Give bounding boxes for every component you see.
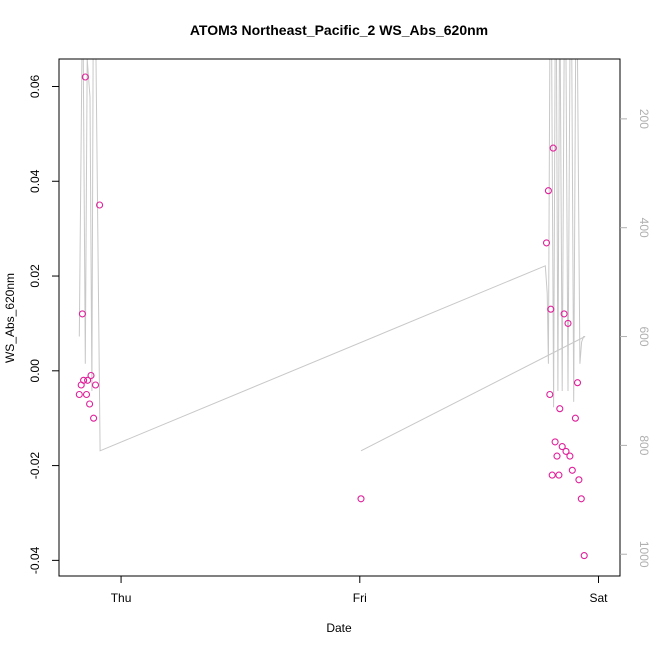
data-point — [558, 443, 566, 451]
data-point — [547, 305, 555, 313]
chart-title: ATOM3 Northeast_Pacific_2 WS_Abs_620nm — [190, 22, 488, 38]
data-point — [96, 201, 104, 209]
right-y-tick-label: 400 — [637, 218, 650, 238]
data-point — [82, 390, 91, 399]
data-point — [562, 447, 570, 455]
x-axis: Thu Fri Sat — [111, 576, 608, 605]
data-point — [542, 239, 551, 247]
y-tick-label: -0.04 — [28, 546, 42, 574]
y-tick-label: -0.02 — [28, 452, 42, 480]
y-axis-right: 200 400 600 800 1000 — [620, 109, 650, 568]
plot-frame — [58, 58, 621, 577]
data-point — [90, 414, 98, 422]
data-point — [560, 310, 568, 318]
data-point — [78, 310, 86, 318]
data-point — [555, 471, 563, 479]
data-point — [544, 187, 552, 195]
data-point — [357, 495, 365, 503]
data-point — [84, 376, 92, 384]
data-point — [564, 319, 572, 327]
y-tick-label: 0.02 — [28, 264, 42, 288]
trace-line-2 — [360, 336, 586, 452]
data-point — [553, 452, 561, 460]
data-point — [546, 390, 554, 399]
right-y-tick-label: 600 — [637, 326, 650, 346]
data-point — [577, 495, 585, 503]
data-point — [568, 466, 576, 474]
right-y-tick-label: 200 — [637, 109, 650, 129]
data-point — [91, 381, 100, 389]
data-point — [80, 376, 88, 384]
x-tick-label: Fri — [353, 591, 367, 605]
data-point — [86, 400, 94, 408]
right-y-tick-label: 800 — [637, 435, 650, 455]
points-layer — [75, 73, 588, 560]
data-point — [549, 144, 557, 152]
data-point — [556, 405, 564, 413]
y-axis-label: WS_Abs_620nm — [3, 273, 17, 363]
data-point — [566, 452, 574, 460]
y-tick-label: 0.06 — [28, 74, 42, 98]
trace-layer — [78, 58, 586, 452]
right-y-tick-label: 1000 — [637, 541, 650, 568]
x-tick-label: Thu — [111, 591, 132, 605]
data-point — [571, 414, 579, 422]
y-axis: -0.04 -0.02 0.00 0.02 0.04 0.06 — [28, 74, 59, 574]
data-point — [580, 552, 588, 560]
x-axis-label: Date — [326, 621, 352, 635]
data-point — [87, 371, 95, 380]
y-tick-label: 0.00 — [28, 359, 42, 383]
data-point — [75, 390, 83, 399]
data-point — [548, 471, 556, 479]
data-point — [551, 438, 559, 446]
data-point — [573, 379, 582, 387]
trace-line — [78, 58, 586, 452]
x-tick-label: Sat — [590, 591, 609, 605]
data-point — [575, 476, 583, 484]
data-point — [81, 73, 89, 81]
y-tick-label: 0.04 — [28, 169, 42, 193]
